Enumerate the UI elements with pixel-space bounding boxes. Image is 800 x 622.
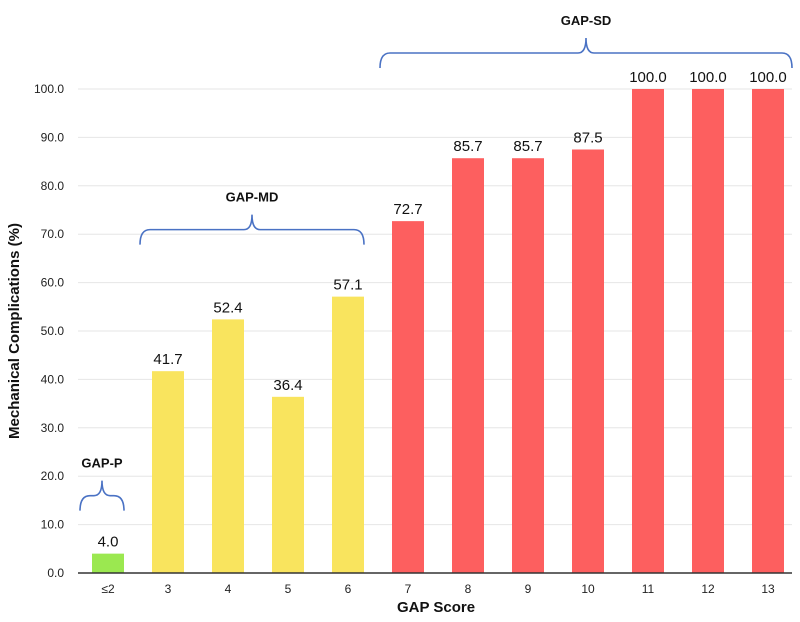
data-label: 100.0: [749, 69, 787, 86]
bar: [152, 371, 184, 573]
x-tick-label: 4: [225, 582, 232, 596]
bar: [332, 296, 364, 573]
bar: [272, 396, 304, 573]
bar: [632, 89, 664, 573]
x-tick-label: 11: [642, 582, 655, 596]
data-label: 57.1: [333, 277, 362, 294]
bar: [572, 149, 604, 573]
data-label: 100.0: [629, 69, 667, 86]
data-label: 41.7: [153, 351, 182, 368]
x-axis-label: GAP Score: [397, 599, 475, 616]
x-tick-label: 5: [285, 582, 292, 596]
y-tick-label: 80.0: [41, 179, 65, 193]
x-tick-label: 10: [581, 582, 595, 596]
data-label: 72.7: [393, 201, 422, 218]
group-label: GAP-P: [81, 456, 123, 471]
y-tick-label: 20.0: [41, 469, 65, 483]
y-tick-label: 60.0: [41, 276, 65, 290]
x-tick-label: 13: [761, 582, 775, 596]
x-tick-label: 7: [405, 582, 412, 596]
data-label: 85.7: [453, 138, 482, 155]
y-tick-label: 30.0: [41, 421, 65, 435]
bar: [692, 89, 724, 573]
y-tick-label: 100.0: [34, 82, 64, 96]
y-tick-label: 50.0: [41, 324, 65, 338]
y-tick-label: 70.0: [41, 227, 65, 241]
x-tick-label: 6: [345, 582, 352, 596]
bar: [392, 221, 424, 573]
group-label: GAP-SD: [561, 13, 612, 28]
data-label: 4.0: [98, 534, 119, 551]
bar: [452, 158, 484, 573]
y-tick-label: 10.0: [41, 518, 65, 532]
y-tick-label: 40.0: [41, 372, 65, 386]
data-label: 100.0: [689, 69, 727, 86]
y-axis-label: Mechanical Complications (%): [6, 223, 23, 439]
bar: [212, 319, 244, 573]
group-label: GAP-MD: [226, 190, 279, 205]
bar: [512, 158, 544, 573]
group-bracket: [139, 214, 365, 245]
y-tick-label: 90.0: [41, 130, 65, 144]
x-tick-label: 12: [701, 582, 715, 596]
group-bracket: [379, 37, 793, 69]
data-label: 52.4: [213, 299, 242, 316]
x-tick-label: 8: [465, 582, 472, 596]
y-tick-label: 0.0: [47, 566, 64, 580]
group-bracket: [79, 480, 125, 511]
bar: [92, 553, 124, 573]
bar: [752, 89, 784, 573]
x-tick-label: 3: [165, 582, 172, 596]
data-label: 85.7: [513, 138, 542, 155]
data-label: 87.5: [573, 130, 602, 147]
x-tick-label: 9: [525, 582, 532, 596]
data-label: 36.4: [273, 377, 302, 394]
x-tick-label: ≤2: [101, 582, 115, 596]
